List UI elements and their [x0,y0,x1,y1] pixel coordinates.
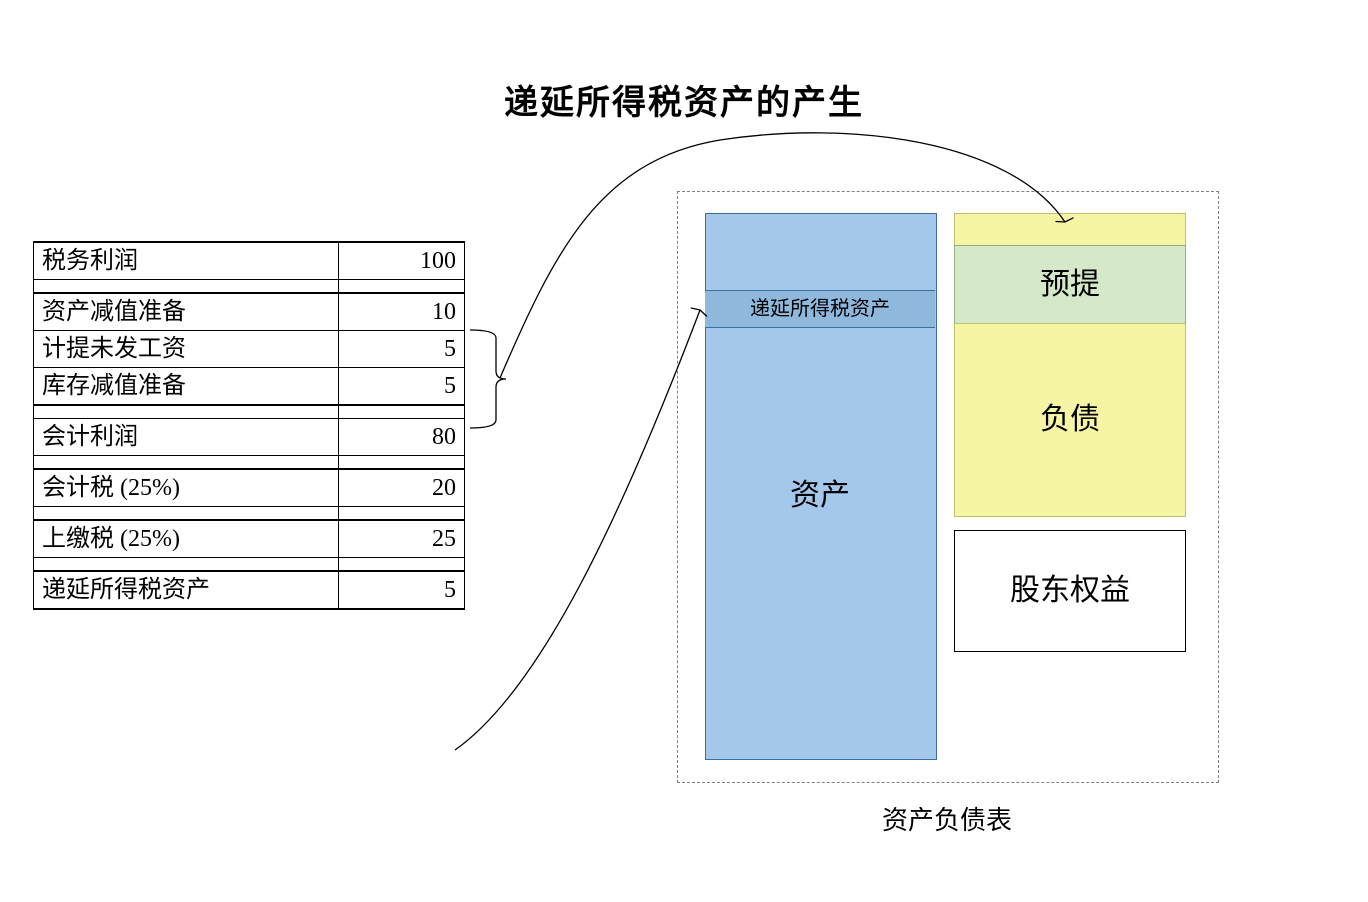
row-label: 会计利润 [34,419,339,456]
row-value: 10 [338,293,464,331]
calculation-table: 税务利润 100 资产减值准备 10 计提未发工资 5 库存减值准备 5 会计利… [33,241,465,610]
table-row-spacer [34,507,465,521]
table-row-spacer [34,558,465,572]
row-value: 5 [338,571,464,609]
table-row: 资产减值准备 10 [34,293,465,331]
table-row: 递延所得税资产 5 [34,571,465,609]
table-row: 税务利润 100 [34,242,465,280]
table-row: 会计税 (25%) 20 [34,469,465,507]
liabilities-box: 负债 [954,323,1186,517]
table-row: 上缴税 (25%) 25 [34,520,465,558]
table-row: 库存减值准备 5 [34,368,465,406]
deferred-tax-asset-strip: 递延所得税资产 [705,290,935,328]
balance-sheet-caption: 资产负债表 [677,800,1217,837]
row-label: 会计税 (25%) [34,469,339,507]
table-row: 会计利润 80 [34,419,465,456]
row-label: 资产减值准备 [34,293,339,331]
row-value: 5 [338,368,464,406]
arrow-to-dta-icon [455,308,707,750]
row-value: 5 [338,331,464,368]
row-value: 100 [338,242,464,280]
row-label: 计提未发工资 [34,331,339,368]
row-value: 80 [338,419,464,456]
row-value: 20 [338,469,464,507]
table-row-spacer [34,280,465,294]
assets-label: 资产 [705,470,935,514]
page-title: 递延所得税资产的产生 [0,75,1368,124]
equity-box: 股东权益 [954,530,1186,652]
liabilities-top-strip [954,213,1186,246]
table-row-spacer [34,405,465,419]
row-label: 上缴税 (25%) [34,520,339,558]
row-label: 税务利润 [34,242,339,280]
bracket-icon [470,330,506,428]
row-label: 递延所得税资产 [34,571,339,609]
table-row: 计提未发工资 5 [34,331,465,368]
row-value: 25 [338,520,464,558]
table-row-spacer [34,456,465,470]
row-label: 库存减值准备 [34,368,339,406]
accrual-box: 预提 [954,245,1186,325]
